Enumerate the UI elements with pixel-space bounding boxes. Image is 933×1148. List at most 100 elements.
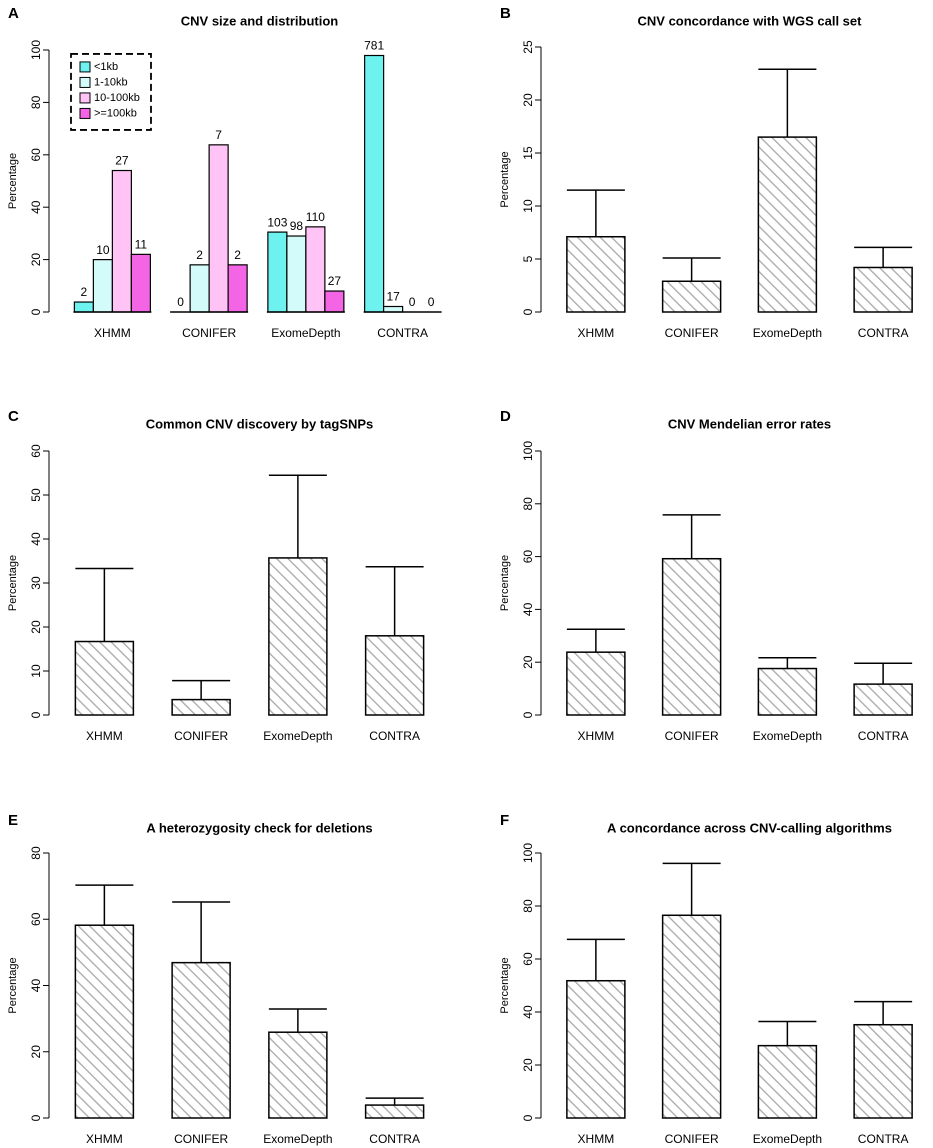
- y-axis-label: Percentage: [7, 153, 19, 209]
- x-category-label: CONTRA: [858, 326, 909, 340]
- panel-title: A heterozygosity check for deletions: [146, 820, 372, 835]
- bar: [853, 1023, 913, 1119]
- x-category-label: CONIFER: [665, 326, 719, 340]
- y-tick-label: 20: [521, 655, 535, 669]
- x-category-label: ExomeDepth: [753, 1132, 822, 1146]
- y-tick-label: 0: [29, 711, 43, 718]
- bar-value-label: 27: [115, 154, 129, 168]
- panel-letter: B: [500, 5, 511, 22]
- y-tick-label: 80: [29, 846, 43, 860]
- y-tick-label: 60: [29, 148, 43, 162]
- x-category-label: XHMM: [86, 729, 123, 743]
- panel-title: Common CNV discovery by tagSNPs: [146, 416, 374, 431]
- legend-swatch: [79, 92, 91, 104]
- y-tick-label: 60: [29, 912, 43, 926]
- y-tick-label: 40: [29, 532, 43, 546]
- bar: [268, 1031, 328, 1119]
- bar: [130, 253, 151, 313]
- bar: [267, 231, 288, 313]
- panel-letter: F: [500, 812, 509, 829]
- y-tick-label: 40: [29, 979, 43, 993]
- panel-b: B CNV concordance with WGS call set 0 5 10 15…: [499, 5, 913, 340]
- bar: [73, 301, 94, 313]
- bar: [74, 924, 135, 1119]
- x-category-label: XHMM: [578, 1132, 615, 1146]
- panel-letter: E: [8, 812, 18, 829]
- y-tick-label: 60: [521, 952, 535, 966]
- bar: [305, 226, 326, 313]
- y-tick-label: 30: [29, 576, 43, 590]
- bar: [92, 259, 113, 313]
- x-category-label: XHMM: [94, 326, 131, 340]
- x-category-label: CONIFER: [665, 1132, 719, 1146]
- x-category-label: CONTRA: [858, 1132, 909, 1146]
- bar: [566, 651, 626, 716]
- y-tick-label: 60: [521, 550, 535, 564]
- bar-value-label: 27: [328, 274, 342, 288]
- y-tick-label: 20: [521, 93, 535, 107]
- y-tick-label: 20: [29, 253, 43, 267]
- x-category-label: CONTRA: [369, 1132, 420, 1146]
- panel-d: D CNV Mendelian error rates 0 20 40 60 80 100 Pe…: [499, 408, 913, 743]
- bar: [757, 1044, 818, 1119]
- bar-value-label: 7: [215, 128, 222, 142]
- bar: [171, 961, 231, 1119]
- y-tick-label: 80: [521, 899, 535, 913]
- bar-value-label: 11: [135, 238, 148, 252]
- y-axis-label: Percentage: [499, 555, 511, 611]
- x-category-label: XHMM: [578, 326, 615, 340]
- y-axis-label: Percentage: [499, 957, 511, 1013]
- bar: [111, 169, 132, 313]
- y-tick-label: 25: [521, 40, 535, 54]
- legend-label: 1-10kb: [94, 76, 128, 88]
- y-tick-label: 50: [29, 488, 43, 502]
- legend-frame: [70, 53, 152, 131]
- bar: [364, 635, 425, 716]
- bar-value-label: 110: [306, 210, 325, 224]
- bar-value-label: 0: [428, 295, 435, 309]
- bar-value-label: 2: [196, 248, 203, 262]
- bar: [661, 914, 722, 1119]
- bar-value-label: 10: [96, 243, 110, 257]
- panel-title: CNV concordance with WGS call set: [638, 13, 863, 28]
- y-tick-label: 20: [29, 620, 43, 634]
- bar: [268, 557, 328, 716]
- y-tick-label: 40: [521, 602, 535, 616]
- panel-title: CNV Mendelian error rates: [668, 416, 831, 431]
- bar: [661, 280, 722, 313]
- panel-a: A CNV size and distribution020406080100Pe…: [7, 5, 442, 340]
- bar: [324, 290, 345, 313]
- y-axis-label: Percentage: [7, 957, 19, 1013]
- y-tick-label: 60: [29, 444, 43, 458]
- y-tick-label: 0: [29, 1114, 43, 1121]
- bar: [74, 640, 135, 716]
- y-tick-label: 15: [521, 146, 535, 160]
- y-tick-label: 0: [521, 711, 535, 718]
- y-tick-label: 80: [29, 95, 43, 109]
- bar: [566, 979, 626, 1119]
- panel-title: CNV size and distribution: [181, 13, 339, 28]
- legend-swatch: [79, 61, 91, 73]
- legend-label: <1kb: [94, 61, 118, 73]
- bar-value-label: 103: [267, 215, 287, 229]
- y-tick-label: 100: [521, 441, 535, 461]
- y-axis-label: Percentage: [7, 555, 19, 611]
- y-tick-label: 40: [29, 200, 43, 214]
- y-tick-label: 100: [29, 40, 43, 60]
- legend-label: 10-100kb: [94, 92, 140, 104]
- x-category-label: CONTRA: [858, 729, 909, 743]
- bar-value-label: 98: [290, 219, 304, 233]
- x-category-label: ExomeDepth: [263, 729, 332, 743]
- bar: [853, 683, 913, 716]
- x-category-label: ExomeDepth: [263, 1132, 332, 1146]
- x-category-label: CONIFER: [174, 1132, 228, 1146]
- panel-letter: C: [8, 408, 19, 425]
- panel-f: F A concordance across CNV-calling algori…: [499, 812, 913, 1146]
- y-tick-label: 20: [521, 1058, 535, 1072]
- y-tick-label: 80: [521, 497, 535, 511]
- x-category-label: XHMM: [86, 1132, 123, 1146]
- bar: [171, 698, 231, 716]
- y-tick-label: 10: [29, 664, 43, 678]
- x-category-label: CONIFER: [182, 326, 236, 340]
- x-category-label: ExomeDepth: [753, 729, 822, 743]
